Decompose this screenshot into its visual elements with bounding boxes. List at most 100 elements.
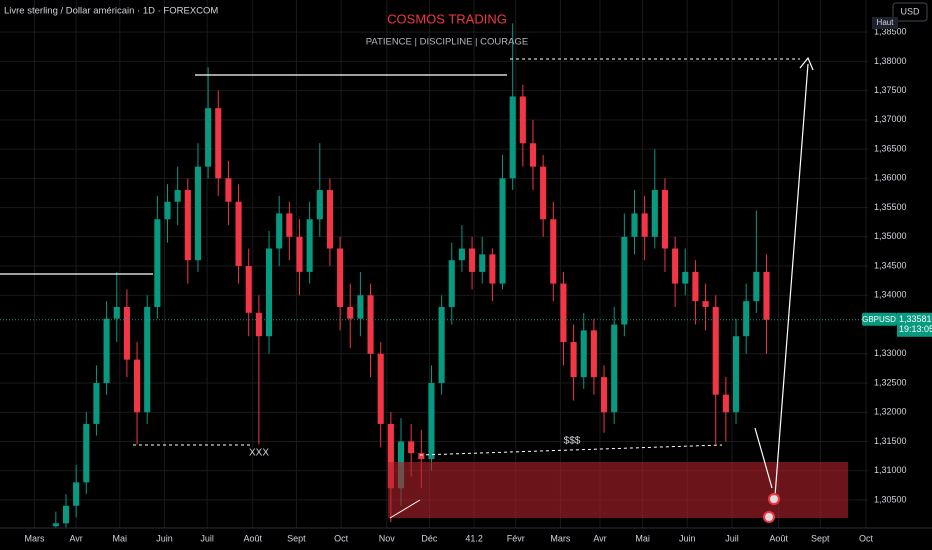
candle-body: [377, 353, 384, 424]
countdown: 19:13:05: [899, 324, 932, 334]
symbol-label: GBPUSD: [862, 315, 896, 324]
price-axis-bg: [868, 0, 932, 550]
x-tick-label: Juil: [725, 533, 739, 543]
x-tick-label: Juin: [156, 533, 173, 543]
y-tick-label: 1,36500: [874, 143, 907, 153]
candle-body: [550, 219, 557, 284]
symbol-title: Livre sterling / Dollar américain · 1D ·…: [4, 6, 218, 17]
candle-body: [621, 236, 628, 325]
y-tick-label: 1,31500: [874, 436, 907, 446]
x-tick-label: Oct: [334, 533, 349, 543]
x-tick-label: Déc: [421, 533, 438, 543]
path-line: [754, 427, 773, 489]
arrow-head: [799, 56, 814, 71]
candle-body: [113, 306, 120, 319]
candle-body: [631, 213, 638, 237]
event-icon[interactable]: [768, 493, 780, 505]
candle-body: [469, 248, 476, 272]
candle-body: [672, 248, 679, 284]
y-tick-label: 1,36000: [874, 173, 907, 183]
x-tick-label: Sept: [811, 533, 830, 543]
y-tick-label: 1,30500: [874, 494, 907, 504]
candle-body: [265, 248, 273, 337]
candle-body: [590, 330, 597, 378]
candle-body: [103, 318, 110, 383]
annotation: XXX: [249, 448, 269, 459]
y-tick-label: 1,32500: [874, 377, 907, 387]
candle-body: [732, 336, 740, 413]
high-label-box: [872, 17, 898, 29]
candle-body: [164, 201, 171, 220]
x-tick-label: Mai: [113, 533, 128, 543]
candle-body: [712, 306, 719, 395]
candle-body: [286, 213, 293, 237]
candle-body: [641, 213, 648, 237]
y-tick-label: 1,37000: [874, 114, 907, 124]
candle-body: [367, 295, 374, 354]
candle-body: [357, 295, 364, 319]
candle-body: [83, 423, 90, 483]
candle-body: [570, 342, 577, 378]
candle-body: [438, 306, 445, 383]
x-tick-label: Août: [244, 533, 263, 543]
candle-body: [428, 382, 435, 460]
candle-body: [651, 190, 658, 237]
candle-body: [479, 254, 486, 272]
candle-body: [692, 271, 699, 302]
x-tick-label: 41.2: [465, 533, 483, 543]
candle-body: [326, 190, 333, 249]
chart-subtitle: PATIENCE | DISCIPLINE | COURAGE: [366, 37, 528, 48]
annotation: $$$: [564, 436, 581, 447]
axes: 1,30500 1,31000 1,31500 1,32000 1,32500 1,330…: [0, 27, 932, 543]
candle-body: [276, 213, 283, 249]
high-label: Haut: [877, 18, 895, 27]
currency[interactable]: USD: [900, 6, 920, 16]
x-tick-label: Févr: [507, 533, 525, 543]
candle-body: [682, 271, 689, 284]
candle-body: [418, 453, 425, 460]
x-tick-label: Avr: [69, 533, 82, 543]
candle-body: [560, 283, 567, 343]
last-price-box: [897, 312, 932, 337]
x-tick-label: Juil: [200, 533, 214, 543]
path-line: [389, 499, 421, 519]
demand-zone: [388, 462, 848, 518]
x-tick-label: Juin: [679, 533, 696, 543]
y-tick-label: 1,38500: [874, 27, 907, 37]
x-tick-label: Sept: [287, 533, 306, 543]
candle-body: [448, 260, 455, 307]
candle-body: [580, 330, 587, 378]
candle-body: [235, 201, 242, 267]
candle-body: [611, 324, 618, 413]
candle-body: [540, 166, 547, 220]
candle-body: [499, 178, 506, 284]
candle-body: [337, 248, 344, 307]
event-icon[interactable]: [763, 511, 775, 523]
candle-body: [174, 190, 181, 202]
drawings: XXX $$$: [0, 56, 848, 523]
candle-body: [144, 306, 151, 413]
candle-body: [184, 190, 191, 261]
y-tick-label: 1,33000: [874, 348, 907, 358]
candle-body: [316, 190, 323, 220]
y-tick-label: 1,34000: [874, 290, 907, 300]
candle-body: [154, 219, 161, 307]
currency-button[interactable]: [892, 2, 928, 22]
candle-body: [255, 312, 262, 337]
y-tick-label: 1,31000: [874, 465, 907, 475]
x-tick-label: Mars: [25, 533, 45, 543]
candle-body: [123, 306, 130, 360]
symbol-box: [862, 312, 897, 326]
candle-body: [73, 482, 80, 506]
candle-body: [245, 266, 252, 313]
candle-body: [347, 306, 354, 319]
candle-body: [306, 219, 313, 272]
liquidity-line: [419, 444, 723, 456]
candle-body: [62, 505, 70, 524]
x-tick-label: Oct: [859, 533, 874, 543]
candle-body: [205, 108, 212, 167]
candle-body: [509, 96, 516, 179]
candle-body: [661, 190, 669, 249]
